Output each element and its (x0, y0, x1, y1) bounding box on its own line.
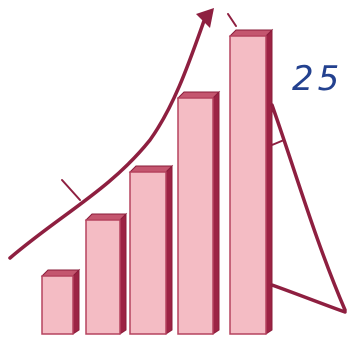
bar (177, 97, 214, 335)
bar-top (40, 269, 81, 277)
bars (40, 28, 274, 335)
arrow-head (196, 8, 214, 28)
bar-top (228, 29, 274, 37)
bar-top (84, 213, 128, 221)
tick-stroke (61, 179, 81, 201)
number-label: 25 (292, 59, 343, 99)
bar-side (119, 212, 127, 335)
bar (129, 171, 167, 335)
bar-top (176, 91, 221, 99)
sweep-curve (270, 283, 347, 314)
bar-side (212, 90, 220, 335)
bar-side (165, 164, 173, 335)
bar-side (265, 28, 273, 335)
bar (41, 275, 74, 335)
bar (85, 219, 121, 335)
bar-side (72, 268, 80, 335)
tick-stroke (271, 139, 285, 146)
bar (229, 35, 267, 335)
sweep-curve (270, 103, 347, 312)
trend-arrow (8, 16, 207, 260)
tick-stroke (227, 13, 237, 27)
bar-top (128, 165, 174, 173)
